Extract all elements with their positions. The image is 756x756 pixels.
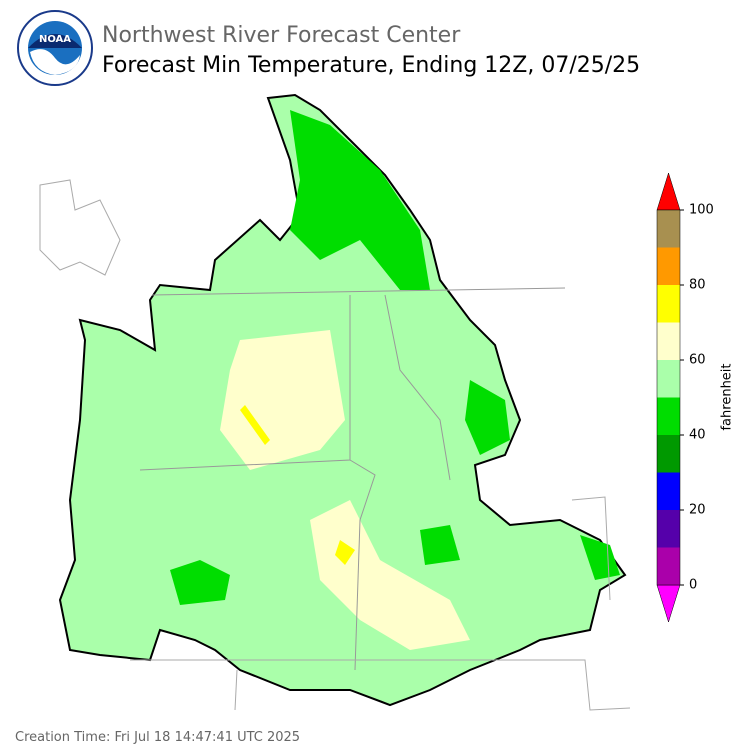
org-title: Northwest River Forecast Center (102, 23, 461, 48)
creation-time: Creation Time: Fri Jul 18 14:47:41 UTC 2… (15, 730, 300, 745)
colorbar-segment (657, 210, 680, 248)
colorbar-segment (657, 435, 680, 473)
colorbar-label: fahrenheit (720, 363, 735, 430)
tick-label: 20 (689, 503, 706, 518)
tick-label: 80 (689, 278, 706, 293)
colorbar-segment (657, 547, 680, 585)
map (39, 93, 631, 711)
colorbar-segment (657, 360, 680, 398)
colorbar: 0 20 40 60 80 100 (656, 172, 714, 623)
tick-label: 100 (689, 203, 714, 218)
colorbar-segment (657, 472, 680, 510)
colorbar-segment (657, 247, 680, 285)
tick-label: 60 (689, 353, 706, 368)
under-triangle (656, 584, 681, 623)
tick-label: 40 (689, 428, 706, 443)
colorbar-segment (657, 397, 680, 435)
colorbar-frame (656, 209, 681, 586)
colorbar-segment (657, 510, 680, 548)
noaa-logo: NOAA (17, 10, 93, 86)
colorbar-segment (657, 285, 680, 323)
svg-text:NOAA: NOAA (39, 34, 71, 45)
tick-label: 0 (689, 578, 697, 593)
colorbar-segment (657, 322, 680, 360)
map-title: Forecast Min Temperature, Ending 12Z, 07… (102, 53, 640, 78)
over-triangle (656, 172, 681, 211)
